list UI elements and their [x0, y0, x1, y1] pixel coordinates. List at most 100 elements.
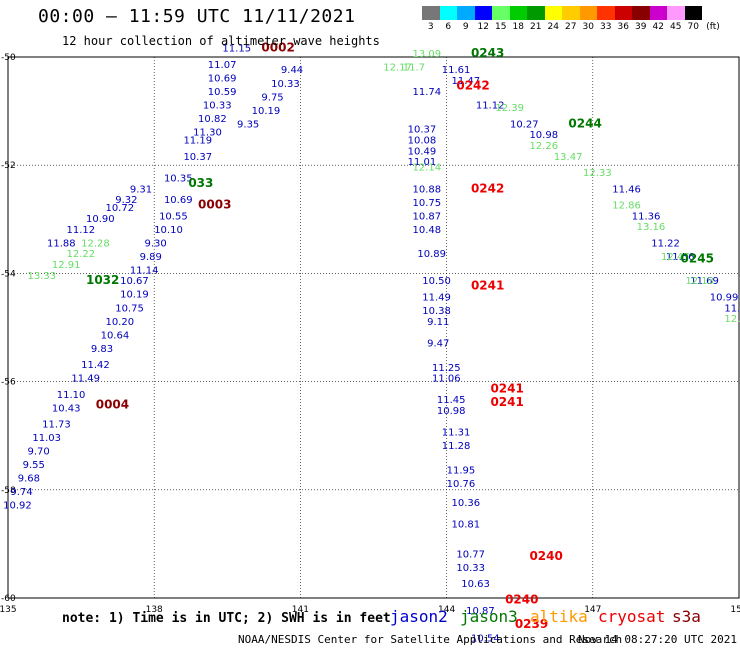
wave-height-value: 10.59 — [208, 87, 237, 98]
legend-label: 9 — [462, 22, 469, 32]
legend-swatch — [527, 6, 545, 20]
legend-label: 30 — [582, 22, 594, 32]
lat-tick-label: -50 — [1, 53, 16, 63]
wave-height-value: 11.61 — [442, 65, 471, 76]
wave-height-value: 10.19 — [120, 290, 149, 301]
lon-tick-label: 150 — [730, 605, 740, 615]
lat-tick-label: -56 — [1, 378, 16, 388]
credit-line: NOAA/NESDIS Center for Satellite Applica… — [238, 633, 623, 646]
wave-height-value: 11.19 — [183, 136, 212, 147]
map-frame — [7, 56, 740, 599]
legend-swatch — [684, 6, 702, 20]
wave-height-value: 11.28 — [442, 441, 471, 452]
wave-height-value: 11.12 — [66, 225, 95, 236]
wave-height-value: 10.50 — [422, 276, 451, 287]
wave-height-value: 12.33 — [583, 168, 612, 179]
wave-height-value: 11.10 — [57, 390, 86, 401]
legend-label: 33 — [600, 22, 612, 32]
legend-label: 21 — [530, 22, 542, 32]
wave-height-value: 10.87 — [412, 211, 441, 222]
legend-label: 12 — [477, 22, 489, 32]
wave-height-value: 9.68 — [18, 474, 40, 485]
wave-height-value: 9.47 — [427, 338, 449, 349]
pass-id-label: 0002 — [261, 41, 294, 55]
wave-height-value: 9.83 — [91, 344, 113, 355]
lat-tick-label: -60 — [1, 594, 16, 604]
wave-height-value: 12.14 — [412, 163, 441, 174]
lon-tick-label: 141 — [292, 605, 309, 615]
legend-swatch — [439, 6, 457, 20]
wave-height-value: 11.30 — [193, 127, 222, 138]
wave-height-value: 11.47 — [451, 76, 480, 87]
wave-height-value: 9.74 — [10, 487, 32, 498]
wave-height-value: 10.54 — [471, 633, 500, 644]
wave-height-value: 12.32 — [724, 314, 740, 325]
lat-lon-grid — [7, 56, 740, 599]
legend-label: 3 — [427, 22, 434, 32]
pass-id-label: 0240 — [505, 592, 538, 606]
wave-height-value: 11.88 — [47, 238, 76, 249]
legend-swatch — [492, 6, 510, 20]
wave-height-value: 11.49 — [71, 374, 100, 385]
wave-height-value: 10.69 — [164, 195, 193, 206]
wave-height-value: 10.38 — [422, 306, 451, 317]
wave-height-value: 10.08 — [408, 136, 437, 147]
wave-height-value: 11.03 — [32, 433, 61, 444]
wave-height-value: 10.48 — [412, 225, 441, 236]
pass-id-label: 0241 — [471, 279, 504, 293]
wave-height-value: 11.06 — [432, 374, 461, 385]
wave-height-value: 12.22 — [66, 249, 95, 260]
wave-height-value: 10.72 — [105, 203, 134, 214]
wave-height-value: 10.75 — [412, 198, 441, 209]
legend-swatch — [509, 6, 527, 20]
pass-id-label: 0004 — [96, 398, 129, 412]
lon-tick-label: 147 — [584, 605, 601, 615]
lon-tick-label: 135 — [0, 605, 17, 615]
wave-height-value: 10.69 — [208, 73, 237, 84]
wave-height-value: 11.56 — [666, 252, 695, 263]
legend-swatch — [422, 6, 440, 20]
wave-height-value: 9.89 — [140, 252, 162, 263]
legend-swatch — [474, 6, 492, 20]
pass-id-label: 0244 — [568, 116, 601, 130]
wave-height-value: 9.35 — [237, 119, 259, 130]
wave-height-value: 12.86 — [612, 200, 641, 211]
legend-label: 42 — [652, 22, 664, 32]
page-subtitle: 12 hour collection of altimeter wave hei… — [62, 34, 380, 48]
wave-height-value: 10.33 — [456, 563, 485, 574]
legend-label: 27 — [565, 22, 577, 32]
wave-height-value: 11.07 — [208, 60, 237, 71]
wave-height-value: 10.49 — [408, 146, 437, 157]
wave-height-value: 12.28 — [81, 238, 110, 249]
wave-height-value: 10.89 — [417, 249, 446, 260]
wave-height-value: 12.17 — [383, 63, 412, 74]
pass-id-label: 0242 — [456, 78, 489, 92]
wave-height-value: 10.37 — [408, 125, 437, 136]
page-title: 00:00 – 11:59 UTC 11/11/2021 — [38, 6, 356, 27]
wave-height-labels: 11.15 11.07 10.69 10.59 10.33 10.82 11.3011.19… — [3, 41, 740, 645]
pass-id-label: 0243 — [471, 46, 504, 60]
pass-id-label: 033 — [188, 176, 213, 190]
legend-label: 6 — [445, 22, 452, 32]
wave-height-value: 11.01 — [408, 157, 437, 168]
legend-unit: (ft) — [706, 22, 720, 32]
legend-label: 15 — [495, 22, 507, 32]
pass-id-label: 0242 — [471, 181, 504, 195]
wave-height-value: 13.33 — [27, 271, 56, 282]
wave-height-value: 10.99 — [710, 292, 739, 303]
legend-label: 18 — [512, 22, 524, 32]
satellite-name-jason3: jason3 — [460, 607, 518, 626]
wave-height-value: 12.13 — [685, 276, 714, 287]
wave-height-value: 9.70 — [27, 447, 49, 458]
color-legend-labels: 3 6 9 12 15 18 21 24 27 30 33 36 39 42 45 70 (ft) — [422, 22, 724, 32]
wave-height-value: 10.33 — [203, 100, 232, 111]
satellite-name-cryosat: cryosat — [598, 607, 666, 626]
lat-tick-label: -54 — [1, 269, 16, 279]
wave-height-value: 9.31 — [130, 184, 152, 195]
axis-tick-labels: 135 138 141 144 147 150 -50 -52 -54 -56 -58 -60 — [0, 53, 740, 615]
wave-height-value: 11.7 — [403, 63, 425, 74]
wave-height-value: 11.95 — [447, 466, 476, 477]
wave-height-value: 11.15 — [222, 44, 251, 55]
pass-id-label: 0241 — [490, 395, 523, 409]
